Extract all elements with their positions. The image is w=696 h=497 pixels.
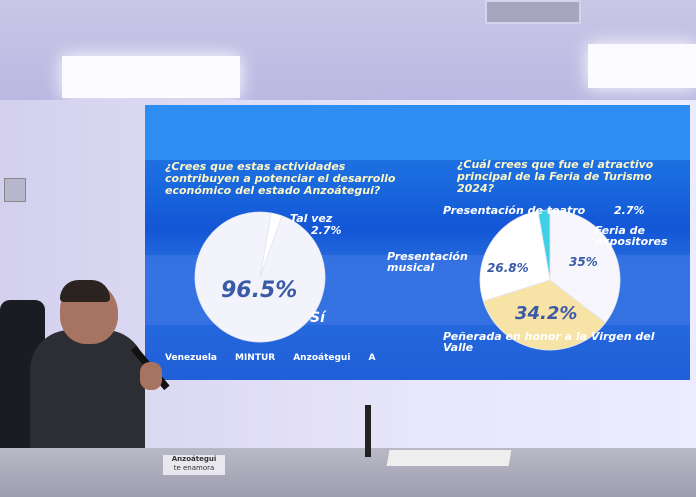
presentation-screen: ¿Crees que estas actividades contribuyen… — [145, 105, 690, 380]
label-si: Sí — [310, 310, 325, 326]
label-feria: Feria de expositores — [595, 224, 668, 248]
left-question: ¿Crees que estas actividades contribuyen… — [165, 160, 396, 197]
label-si-pct: 96.5% — [221, 278, 298, 303]
right-pie — [479, 209, 621, 351]
label-penerada: Peñerada en honor a la Virgen del Valle — [443, 330, 655, 354]
pie-charts — [194, 209, 621, 351]
label-feria-pct: 35% — [569, 255, 598, 269]
label-penerada-pct: 34.2% — [515, 303, 578, 324]
logo: A — [368, 353, 376, 363]
label-musical: Presentación musical — [387, 250, 468, 274]
air-vent — [485, 0, 581, 24]
microphone-stand — [365, 405, 371, 457]
logo: Venezuela — [165, 353, 217, 363]
wall-switch — [4, 178, 26, 202]
person-hair — [60, 280, 110, 302]
desk-sign-line2: te enamora — [173, 464, 215, 472]
person-hand — [140, 362, 162, 390]
desk-sign-line1: Anzoátegui — [171, 455, 217, 463]
label-tal-vez-pct: 2.7% — [311, 224, 342, 237]
pie-slice — [549, 209, 621, 324]
logo: MINTUR — [235, 353, 276, 363]
desk-sign: Anzoátegui te enamora — [163, 455, 225, 475]
pie-slice — [194, 211, 326, 343]
logo: Anzoátegui — [293, 353, 351, 363]
label-tal-vez: Tal vez — [290, 212, 333, 225]
pie-slice — [482, 279, 606, 351]
pie-slice — [479, 210, 551, 302]
label-teatro-pct: 2.7% — [614, 204, 645, 217]
ceiling — [0, 0, 696, 110]
ceiling-light — [62, 56, 240, 98]
label-teatro: Presentación de teatro — [443, 204, 586, 217]
person — [30, 330, 145, 460]
left-pie — [194, 211, 326, 343]
paper — [386, 450, 512, 466]
screen-band — [145, 105, 690, 160]
desk — [0, 448, 696, 497]
sponsor-logos: Venezuela MINTUR Anzoátegui A — [165, 353, 375, 363]
ceiling-light — [588, 44, 696, 88]
right-question: ¿Cuál crees que fue el atractivo princip… — [457, 158, 654, 195]
label-musical-pct: 26.8% — [487, 261, 529, 275]
pie-slice — [537, 209, 551, 281]
